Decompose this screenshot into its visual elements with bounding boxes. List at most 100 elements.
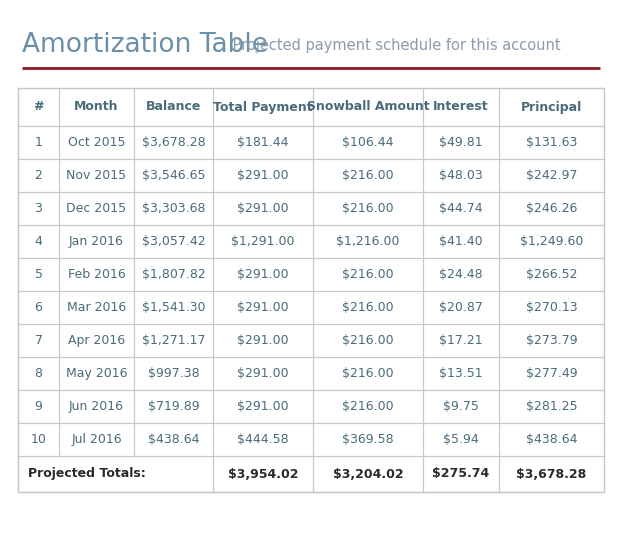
Bar: [313, 258, 423, 291]
Text: $1,291.00: $1,291.00: [231, 235, 295, 248]
Text: $49.81: $49.81: [439, 136, 483, 149]
Text: $48.03: $48.03: [439, 169, 483, 182]
Bar: [134, 390, 213, 423]
Text: $291.00: $291.00: [237, 334, 289, 347]
Bar: [313, 192, 423, 225]
Text: $291.00: $291.00: [237, 301, 289, 314]
Bar: [18, 225, 59, 258]
Bar: [499, 357, 604, 390]
Bar: [423, 423, 499, 456]
Bar: [213, 126, 313, 159]
Text: $270.13: $270.13: [526, 301, 577, 314]
Text: 8: 8: [34, 367, 42, 380]
Text: Projected payment schedule for this account: Projected payment schedule for this acco…: [228, 38, 560, 53]
Text: $438.64: $438.64: [148, 433, 199, 446]
Text: $1,807.82: $1,807.82: [142, 268, 205, 281]
Bar: [423, 258, 499, 291]
Text: $131.63: $131.63: [526, 136, 577, 149]
Text: Month: Month: [74, 101, 119, 114]
Text: Projected Totals:: Projected Totals:: [28, 467, 146, 480]
Text: Interest: Interest: [433, 101, 489, 114]
Bar: [423, 390, 499, 423]
Bar: [18, 291, 59, 324]
Text: $216.00: $216.00: [342, 334, 394, 347]
Bar: [313, 126, 423, 159]
Text: Nov 2015: Nov 2015: [67, 169, 127, 182]
Text: $9.75: $9.75: [443, 400, 479, 413]
Bar: [213, 291, 313, 324]
Bar: [134, 357, 213, 390]
Bar: [18, 324, 59, 357]
Bar: [499, 159, 604, 192]
Bar: [499, 192, 604, 225]
Bar: [499, 423, 604, 456]
Bar: [59, 126, 134, 159]
Bar: [213, 357, 313, 390]
Text: $3,057.42: $3,057.42: [142, 235, 205, 248]
Bar: [18, 258, 59, 291]
Text: Oct 2015: Oct 2015: [68, 136, 125, 149]
Text: $216.00: $216.00: [342, 367, 394, 380]
Text: Apr 2016: Apr 2016: [68, 334, 125, 347]
Text: Mar 2016: Mar 2016: [67, 301, 126, 314]
Text: $216.00: $216.00: [342, 169, 394, 182]
Bar: [59, 88, 134, 126]
Text: $1,541.30: $1,541.30: [142, 301, 205, 314]
Bar: [499, 126, 604, 159]
Text: $281.25: $281.25: [526, 400, 577, 413]
Bar: [59, 291, 134, 324]
Text: $3,204.02: $3,204.02: [333, 467, 403, 480]
Text: Snowball Amount: Snowball Amount: [307, 101, 429, 114]
Bar: [134, 423, 213, 456]
Bar: [213, 456, 313, 492]
Bar: [423, 456, 499, 492]
Text: Dec 2015: Dec 2015: [67, 202, 127, 215]
Text: $1,216.00: $1,216.00: [336, 235, 399, 248]
Bar: [134, 88, 213, 126]
Bar: [313, 88, 423, 126]
Text: $181.44: $181.44: [237, 136, 289, 149]
Text: $41.40: $41.40: [439, 235, 483, 248]
Bar: [59, 225, 134, 258]
Bar: [134, 192, 213, 225]
Text: $216.00: $216.00: [342, 202, 394, 215]
Text: $20.87: $20.87: [439, 301, 483, 314]
Text: $5.94: $5.94: [443, 433, 479, 446]
Text: Feb 2016: Feb 2016: [68, 268, 126, 281]
Text: $719.89: $719.89: [148, 400, 200, 413]
Bar: [59, 258, 134, 291]
Text: Balance: Balance: [146, 101, 202, 114]
Bar: [499, 456, 604, 492]
Text: May 2016: May 2016: [66, 367, 128, 380]
Text: $291.00: $291.00: [237, 169, 289, 182]
Bar: [313, 159, 423, 192]
Bar: [499, 324, 604, 357]
Text: $266.52: $266.52: [526, 268, 577, 281]
Bar: [18, 192, 59, 225]
Bar: [213, 324, 313, 357]
Text: 7: 7: [34, 334, 42, 347]
Text: 1: 1: [35, 136, 42, 149]
Bar: [59, 423, 134, 456]
Bar: [423, 291, 499, 324]
Text: Jan 2016: Jan 2016: [69, 235, 124, 248]
Text: $242.97: $242.97: [526, 169, 577, 182]
Text: $3,303.68: $3,303.68: [142, 202, 205, 215]
Bar: [213, 192, 313, 225]
Bar: [313, 324, 423, 357]
Bar: [213, 159, 313, 192]
Text: $24.48: $24.48: [439, 268, 483, 281]
Bar: [59, 324, 134, 357]
Text: 9: 9: [35, 400, 42, 413]
Text: $3,954.02: $3,954.02: [228, 467, 298, 480]
Text: 6: 6: [35, 301, 42, 314]
Bar: [18, 423, 59, 456]
Bar: [313, 390, 423, 423]
Bar: [18, 456, 213, 492]
Bar: [213, 88, 313, 126]
Text: #: #: [33, 101, 44, 114]
Bar: [18, 88, 604, 492]
Text: $997.38: $997.38: [148, 367, 200, 380]
Bar: [213, 225, 313, 258]
Bar: [423, 357, 499, 390]
